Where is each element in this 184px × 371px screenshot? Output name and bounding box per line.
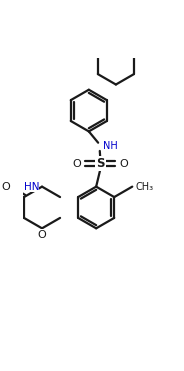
Text: O: O [1, 181, 10, 191]
Text: O: O [38, 230, 46, 240]
Text: O: O [72, 159, 81, 169]
Text: CH₃: CH₃ [136, 182, 154, 192]
Text: O: O [120, 159, 128, 169]
Text: S: S [96, 157, 105, 170]
Text: HN: HN [24, 182, 39, 192]
Text: NH: NH [103, 141, 118, 151]
